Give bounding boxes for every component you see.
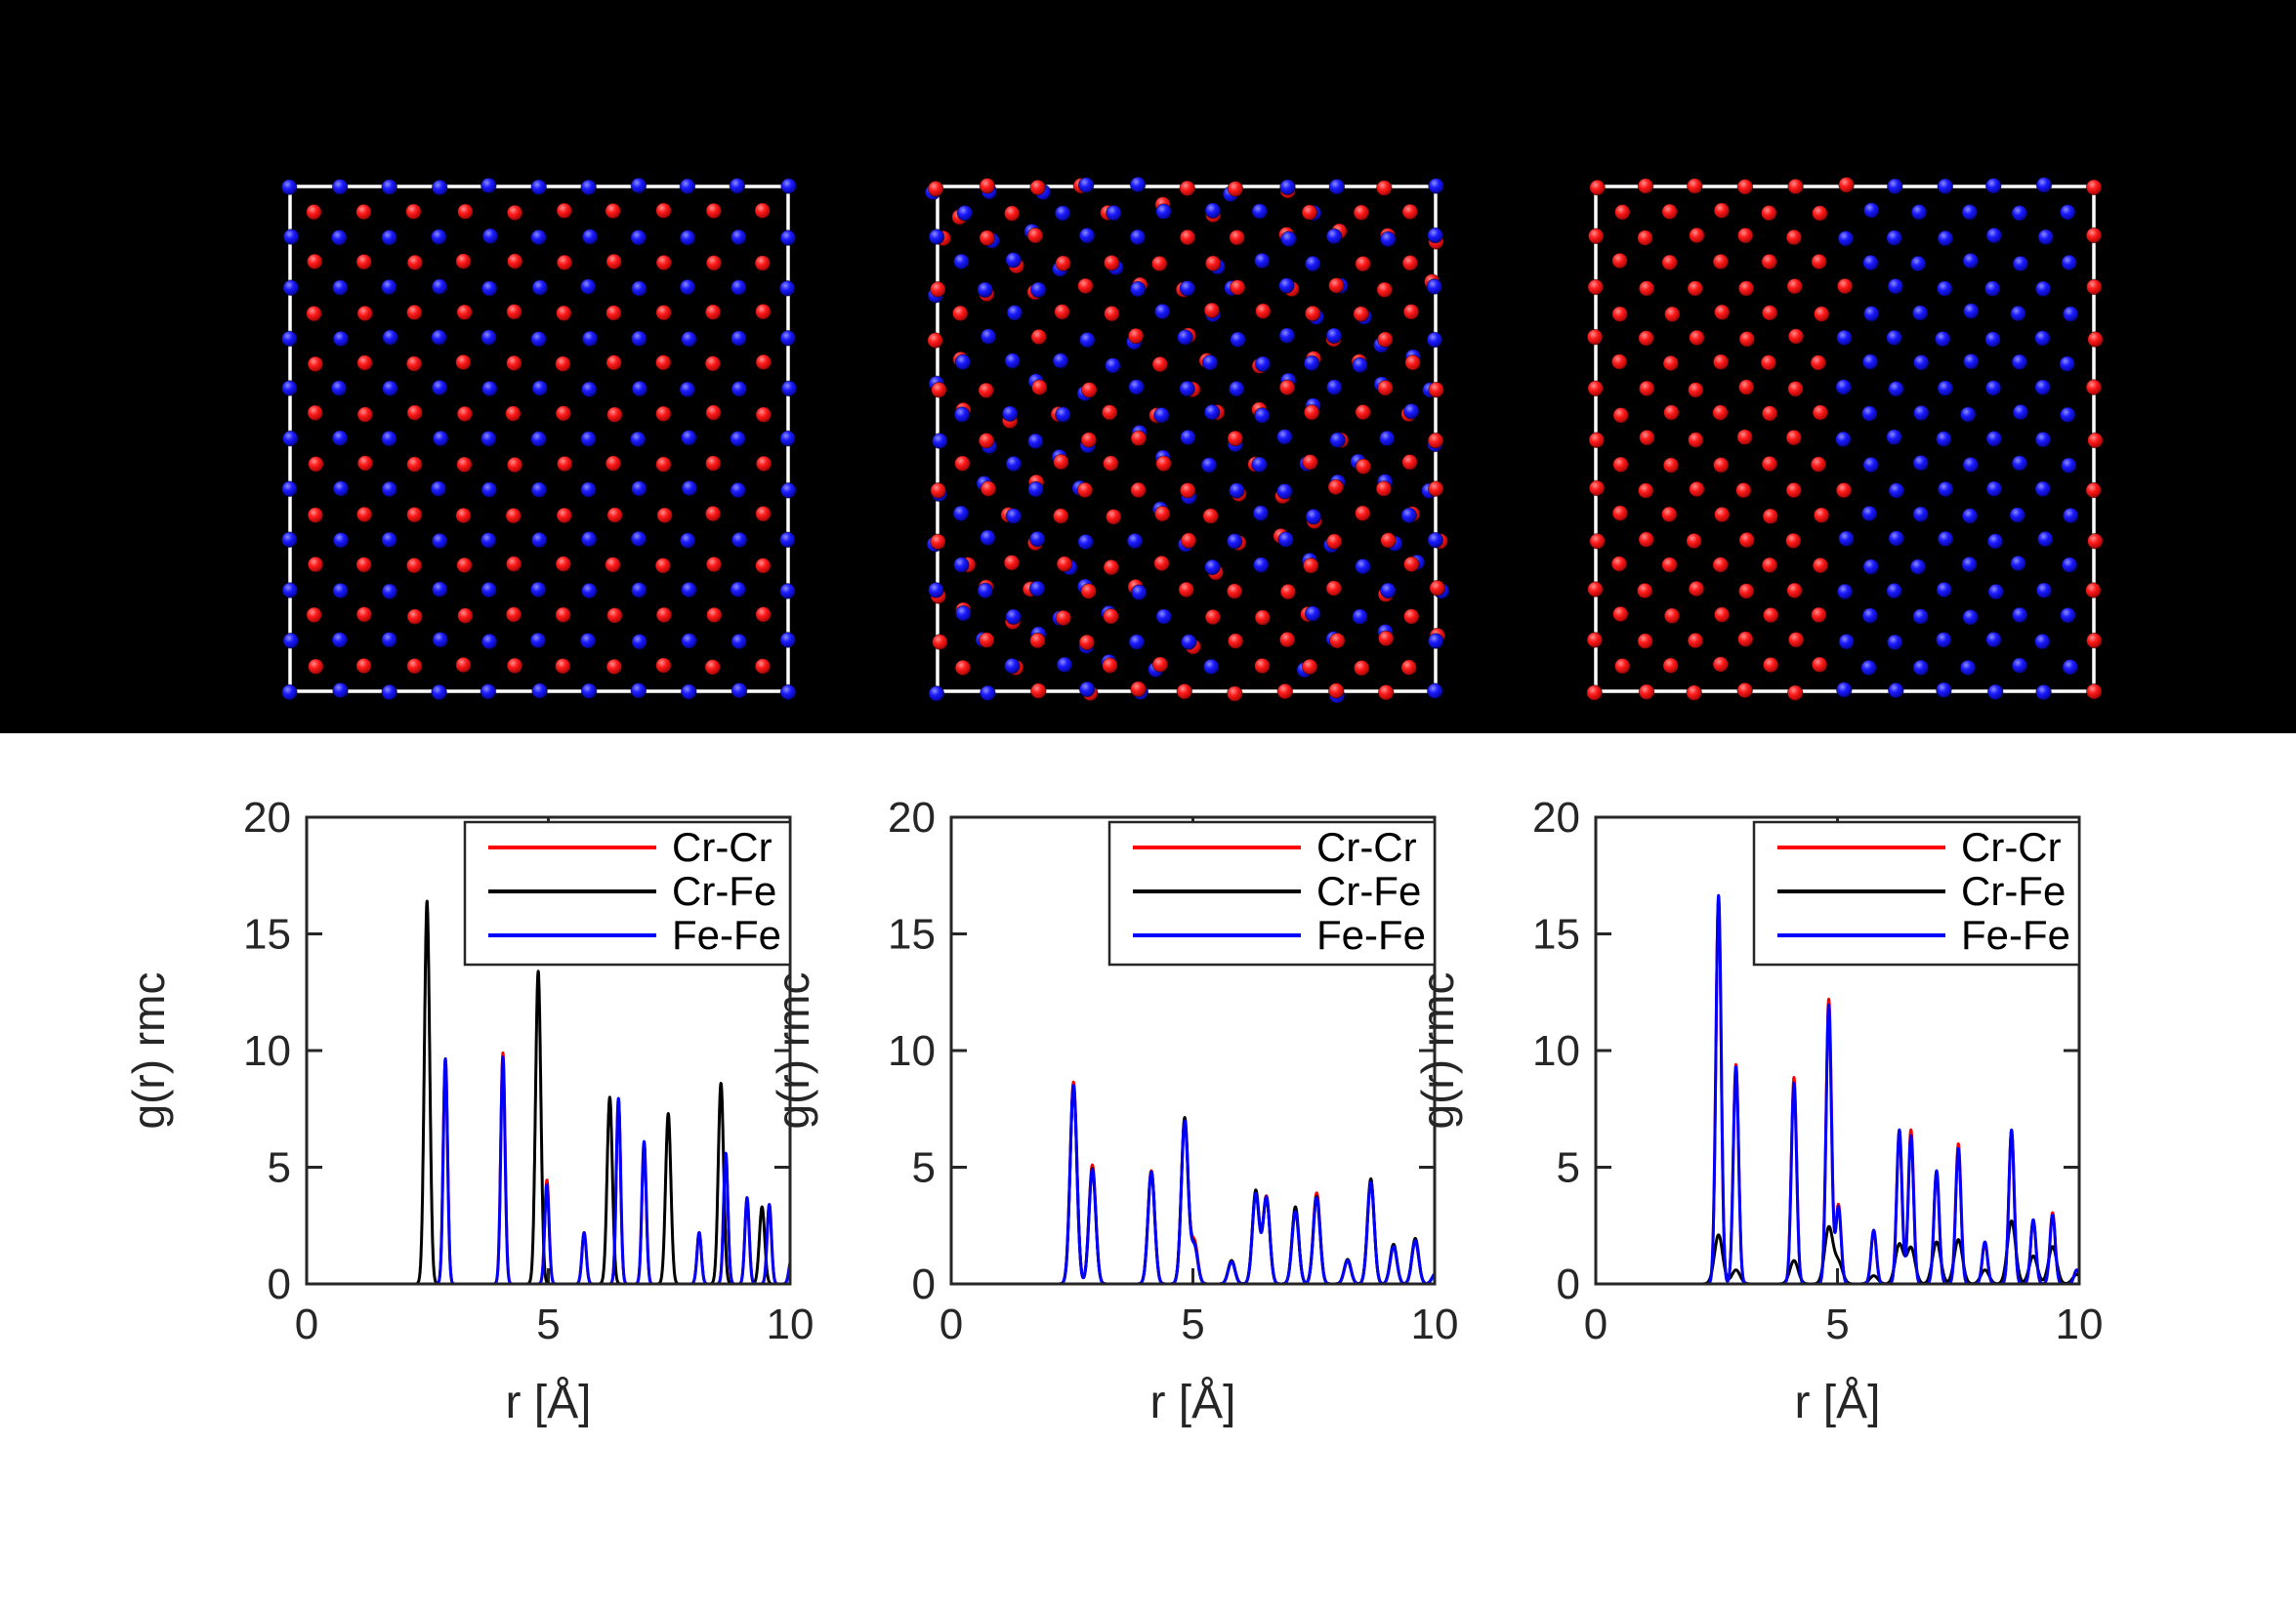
x-tick-label: 0 xyxy=(295,1301,318,1348)
y-tick-label: 10 xyxy=(1532,1027,1580,1075)
y-axis-label: g(r) rmc xyxy=(768,972,818,1130)
atoms xyxy=(280,177,798,701)
axes-box xyxy=(1594,815,2081,1286)
x-tick-label: 0 xyxy=(1584,1301,1607,1348)
atoms xyxy=(1586,177,2104,702)
structure-panel-random xyxy=(924,176,1450,704)
x-axis-label: r [Å] xyxy=(1149,1377,1235,1428)
y-tick-label: 15 xyxy=(243,911,291,959)
series-line-crfe xyxy=(951,1085,1435,1286)
x-tick-label: 5 xyxy=(1181,1301,1204,1348)
y-tick-label: 0 xyxy=(1557,1260,1580,1308)
top-band xyxy=(0,0,2296,733)
y-tick-label: 10 xyxy=(888,1027,936,1075)
x-axis-label: r [Å] xyxy=(505,1377,591,1428)
y-tick-label: 0 xyxy=(268,1260,291,1308)
y-tick-label: 20 xyxy=(888,794,936,842)
axes-box xyxy=(305,815,792,1286)
legend-label: Cr-Fe xyxy=(672,868,776,914)
legend-label: Cr-Fe xyxy=(1316,868,1421,914)
atoms-front xyxy=(280,177,798,701)
legend-label: Fe-Fe xyxy=(1961,912,2070,958)
y-axis-label: g(r) rmc xyxy=(1412,972,1463,1130)
y-tick-label: 10 xyxy=(243,1027,291,1075)
y-tick-label: 20 xyxy=(243,794,291,842)
atoms xyxy=(924,176,1450,704)
x-tick-label: 10 xyxy=(2056,1301,2104,1348)
x-tick-label: 10 xyxy=(1411,1301,1459,1348)
y-tick-label: 5 xyxy=(268,1144,291,1192)
atoms-front xyxy=(927,176,1445,702)
curves xyxy=(951,1080,1435,1286)
structure-panel-ordered xyxy=(280,177,798,701)
y-tick-label: 15 xyxy=(888,911,936,959)
x-tick-label: 10 xyxy=(767,1301,814,1348)
y-tick-label: 0 xyxy=(912,1260,936,1308)
y-tick-label: 20 xyxy=(1532,794,1580,842)
axes-box xyxy=(949,815,1437,1286)
legend-label: Fe-Fe xyxy=(1316,912,1426,958)
legend-label: Cr-Cr xyxy=(1316,824,1417,870)
y-tick-label: 5 xyxy=(912,1144,936,1192)
series-line-fefe xyxy=(951,1084,1435,1286)
x-axis-label: r [Å] xyxy=(1794,1377,1880,1428)
structure-panel-separated xyxy=(1586,177,2104,702)
y-tick-label: 15 xyxy=(1532,911,1580,959)
x-tick-label: 0 xyxy=(939,1301,963,1348)
y-axis-label: g(r) rmc xyxy=(123,972,174,1130)
x-tick-label: 5 xyxy=(1825,1301,1849,1348)
legend-label: Cr-Fe xyxy=(1961,868,2066,914)
atoms-front xyxy=(1586,177,2104,702)
legend-label: Fe-Fe xyxy=(672,912,781,958)
legend-label: Cr-Cr xyxy=(1961,824,2062,870)
y-tick-label: 5 xyxy=(1557,1144,1580,1192)
series-line-crcr xyxy=(951,1080,1435,1286)
legend-label: Cr-Cr xyxy=(672,824,772,870)
x-tick-label: 5 xyxy=(536,1301,560,1348)
